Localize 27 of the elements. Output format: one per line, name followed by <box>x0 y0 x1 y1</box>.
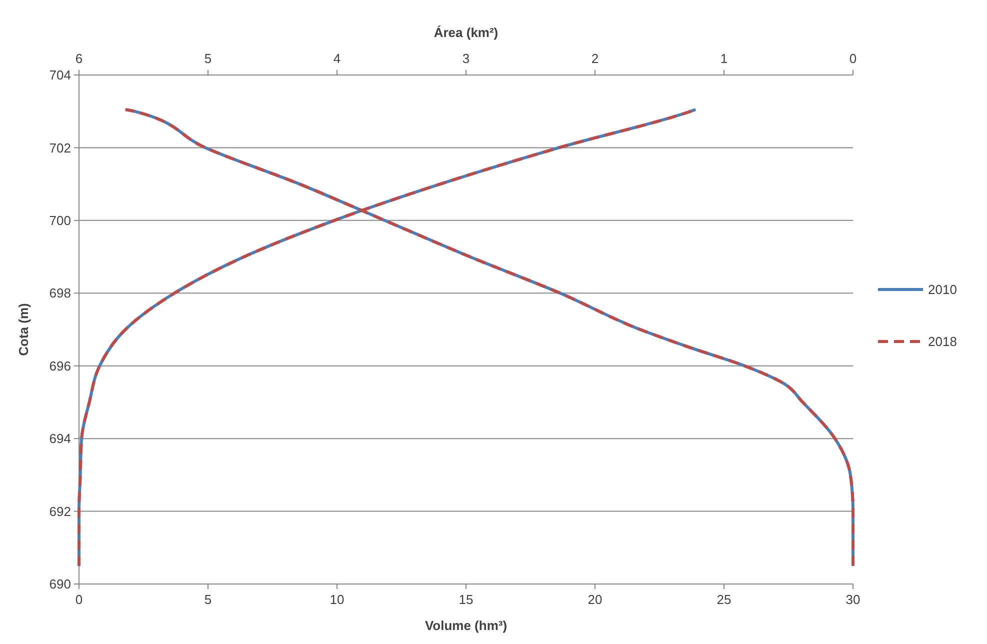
x2-tick-label: 2 <box>591 51 599 66</box>
x2-tick-label: 6 <box>75 51 83 66</box>
y-tick-label: 694 <box>49 431 71 446</box>
x2-axis-title: Área (km²) <box>434 25 498 40</box>
x-tick-label: 30 <box>846 592 860 607</box>
x-tick-label: 10 <box>330 592 344 607</box>
x-tick-label: 20 <box>588 592 602 607</box>
x2-tick-label: 1 <box>720 51 728 66</box>
y-tick-label: 696 <box>49 358 71 374</box>
x-tick-label: 5 <box>204 592 212 607</box>
y-axis-title: Cota (m) <box>16 303 31 356</box>
x2-tick-label: 4 <box>333 51 341 66</box>
x-tick-label: 15 <box>458 592 474 607</box>
y-tick-label: 704 <box>49 68 71 83</box>
x-axis-title: Volume (hm³) <box>424 618 508 633</box>
x2-tick-label: 5 <box>204 51 212 66</box>
y-tick-label: 698 <box>49 286 71 301</box>
x-tick-label: 25 <box>716 592 732 607</box>
x-tick-label: 0 <box>75 592 83 607</box>
x2-tick-label: 0 <box>849 51 857 66</box>
y-tick-label: 702 <box>49 140 71 156</box>
y-tick-label: 700 <box>49 212 71 228</box>
x2-tick-label: 3 <box>462 51 470 66</box>
legend-label: 2010 <box>928 282 957 298</box>
y-tick-label: 692 <box>49 504 71 519</box>
y-tick-label: 690 <box>49 576 71 592</box>
legend-label: 2018 <box>928 334 957 350</box>
